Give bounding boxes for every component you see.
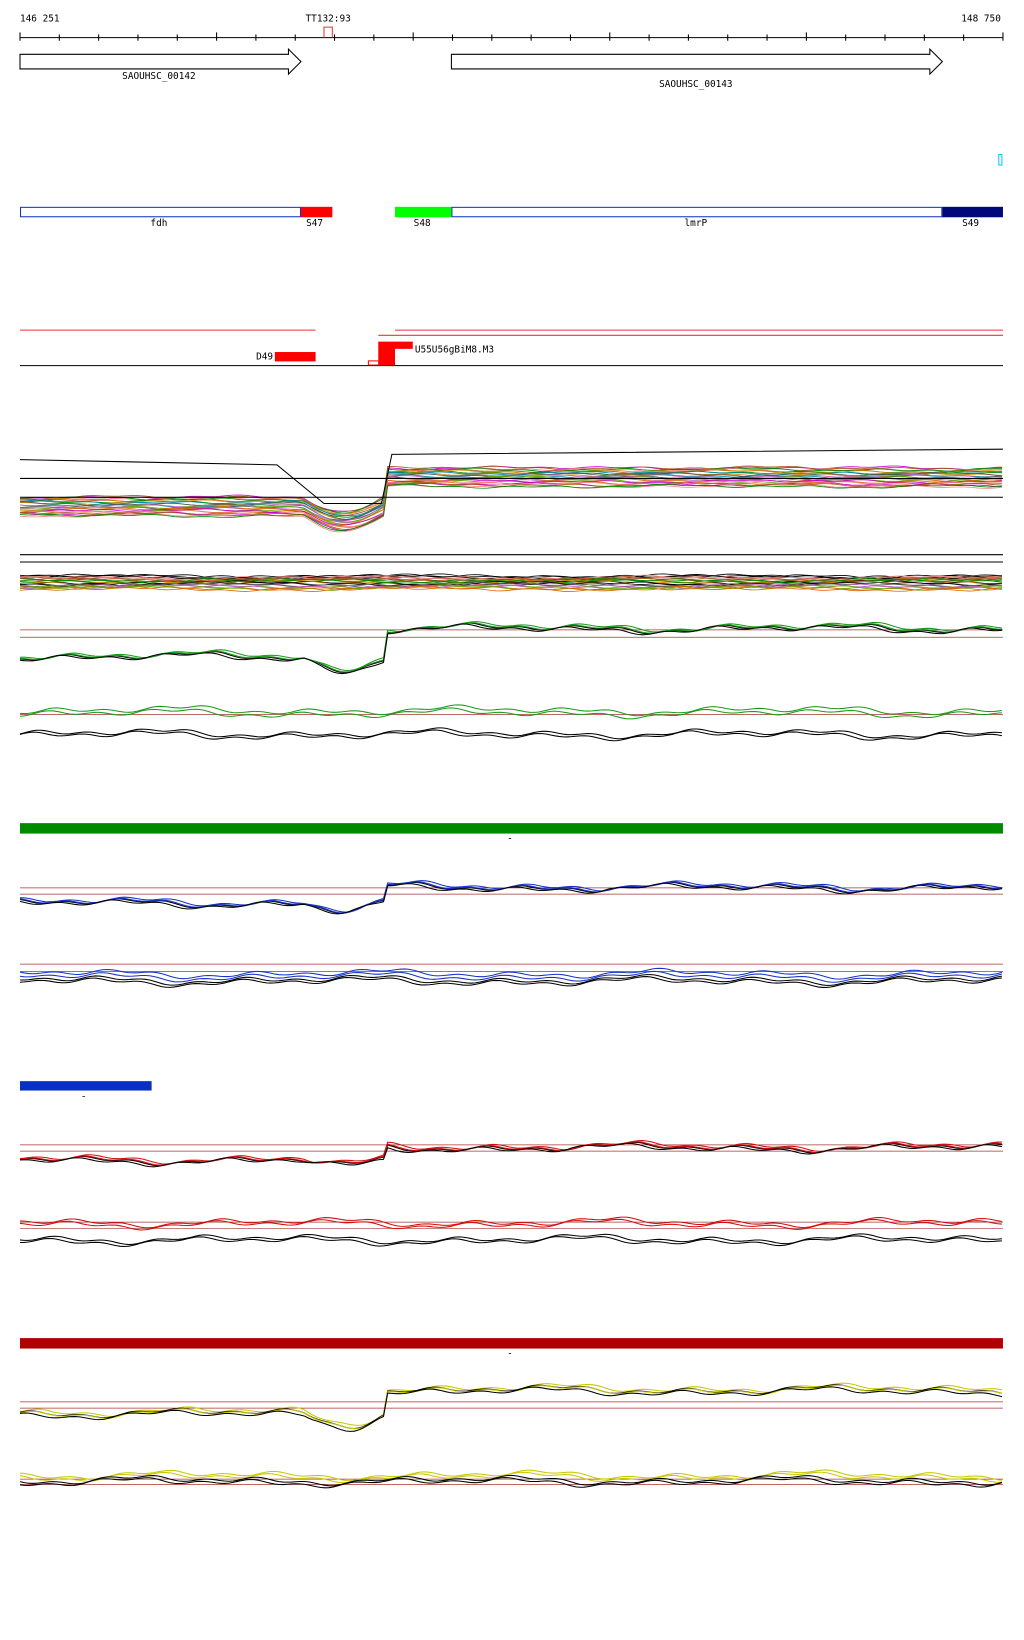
signal-line	[19, 881, 1002, 914]
segment	[942, 206, 1003, 218]
signal-line	[19, 467, 1002, 514]
gene-label: SAOUHSC_00142	[122, 71, 196, 82]
signal-line	[19, 1235, 1002, 1248]
segment-label: S49	[962, 218, 979, 229]
signal-line	[19, 882, 1003, 915]
signal-line	[19, 1469, 1002, 1482]
signal-line	[19, 976, 1002, 988]
segment	[395, 206, 452, 218]
segment-label: lmrP	[685, 218, 708, 229]
signal-line	[19, 1233, 1002, 1246]
marker-flag	[323, 26, 333, 38]
condition-bar	[20, 823, 1003, 834]
ruler-start: 146 251	[20, 13, 60, 24]
signal-line	[19, 729, 1003, 742]
gene-arrow	[19, 47, 302, 76]
signal-line	[19, 1382, 1003, 1426]
signal-line	[19, 475, 1002, 523]
cluster	[378, 341, 413, 366]
segment-label: S47	[306, 218, 323, 229]
signal-line	[19, 623, 1002, 675]
cluster-part	[367, 360, 380, 366]
signal-line	[19, 584, 1002, 591]
segment	[300, 206, 333, 218]
signal-line	[19, 880, 1002, 913]
bar-label: -	[507, 833, 513, 844]
signal-line	[19, 480, 1002, 527]
signal-line	[19, 573, 1002, 580]
gene-arrow	[450, 47, 944, 76]
ruler-marker: TT132:93	[306, 13, 351, 24]
bar-label: -	[81, 1091, 87, 1102]
signal-line	[19, 1140, 1002, 1165]
signal-line	[19, 574, 1002, 581]
signal-line	[19, 621, 1002, 672]
signal-line	[19, 1216, 1002, 1229]
signal-line	[19, 478, 1002, 526]
signal-line	[19, 1218, 1002, 1231]
signal-line	[19, 480, 1002, 528]
segment	[19, 206, 301, 218]
signal-line	[19, 707, 1002, 720]
signal-line	[19, 622, 1002, 673]
segment-label: fdh	[150, 218, 167, 229]
signal-line	[19, 448, 1003, 505]
deletion	[274, 352, 316, 362]
signal-line	[19, 1142, 1003, 1168]
small-feature	[998, 154, 1003, 166]
signal-line	[19, 727, 1002, 740]
gene-label: SAOUHSC_00143	[659, 79, 732, 90]
signal-line	[19, 573, 1002, 580]
signal-line	[19, 970, 1003, 983]
signal-line	[19, 581, 1002, 588]
signal-line	[19, 577, 1002, 584]
condition-bar	[20, 1081, 152, 1091]
segment-label: S48	[414, 218, 431, 229]
signal-line	[19, 585, 1002, 592]
signal-line	[19, 482, 1002, 530]
signal-line	[19, 967, 1003, 980]
signal-line	[19, 576, 1002, 583]
signal-line	[19, 704, 1002, 717]
feature-label: U55U56gBiM8.M3	[415, 344, 494, 355]
segment	[451, 206, 943, 218]
signal-line	[19, 468, 1002, 517]
signal-line	[19, 1477, 1003, 1489]
condition-bar	[20, 1338, 1003, 1349]
signal-tracks	[19, 448, 1003, 1489]
bar-label: -	[507, 1348, 513, 1359]
signal-line	[19, 1474, 1003, 1487]
signal-line	[19, 483, 1002, 531]
ruler-end: 148 750	[961, 13, 1001, 24]
signal-line	[19, 974, 1003, 986]
signal-line	[19, 622, 1002, 674]
signal-line	[19, 1386, 1003, 1432]
signal-line	[19, 1141, 1002, 1166]
signal-line	[19, 1141, 1002, 1167]
feature-label: D49	[256, 352, 273, 363]
signal-line	[19, 467, 1002, 515]
signal-line	[19, 573, 1002, 580]
signal-line	[19, 580, 1002, 587]
signal-line	[19, 1471, 1002, 1484]
